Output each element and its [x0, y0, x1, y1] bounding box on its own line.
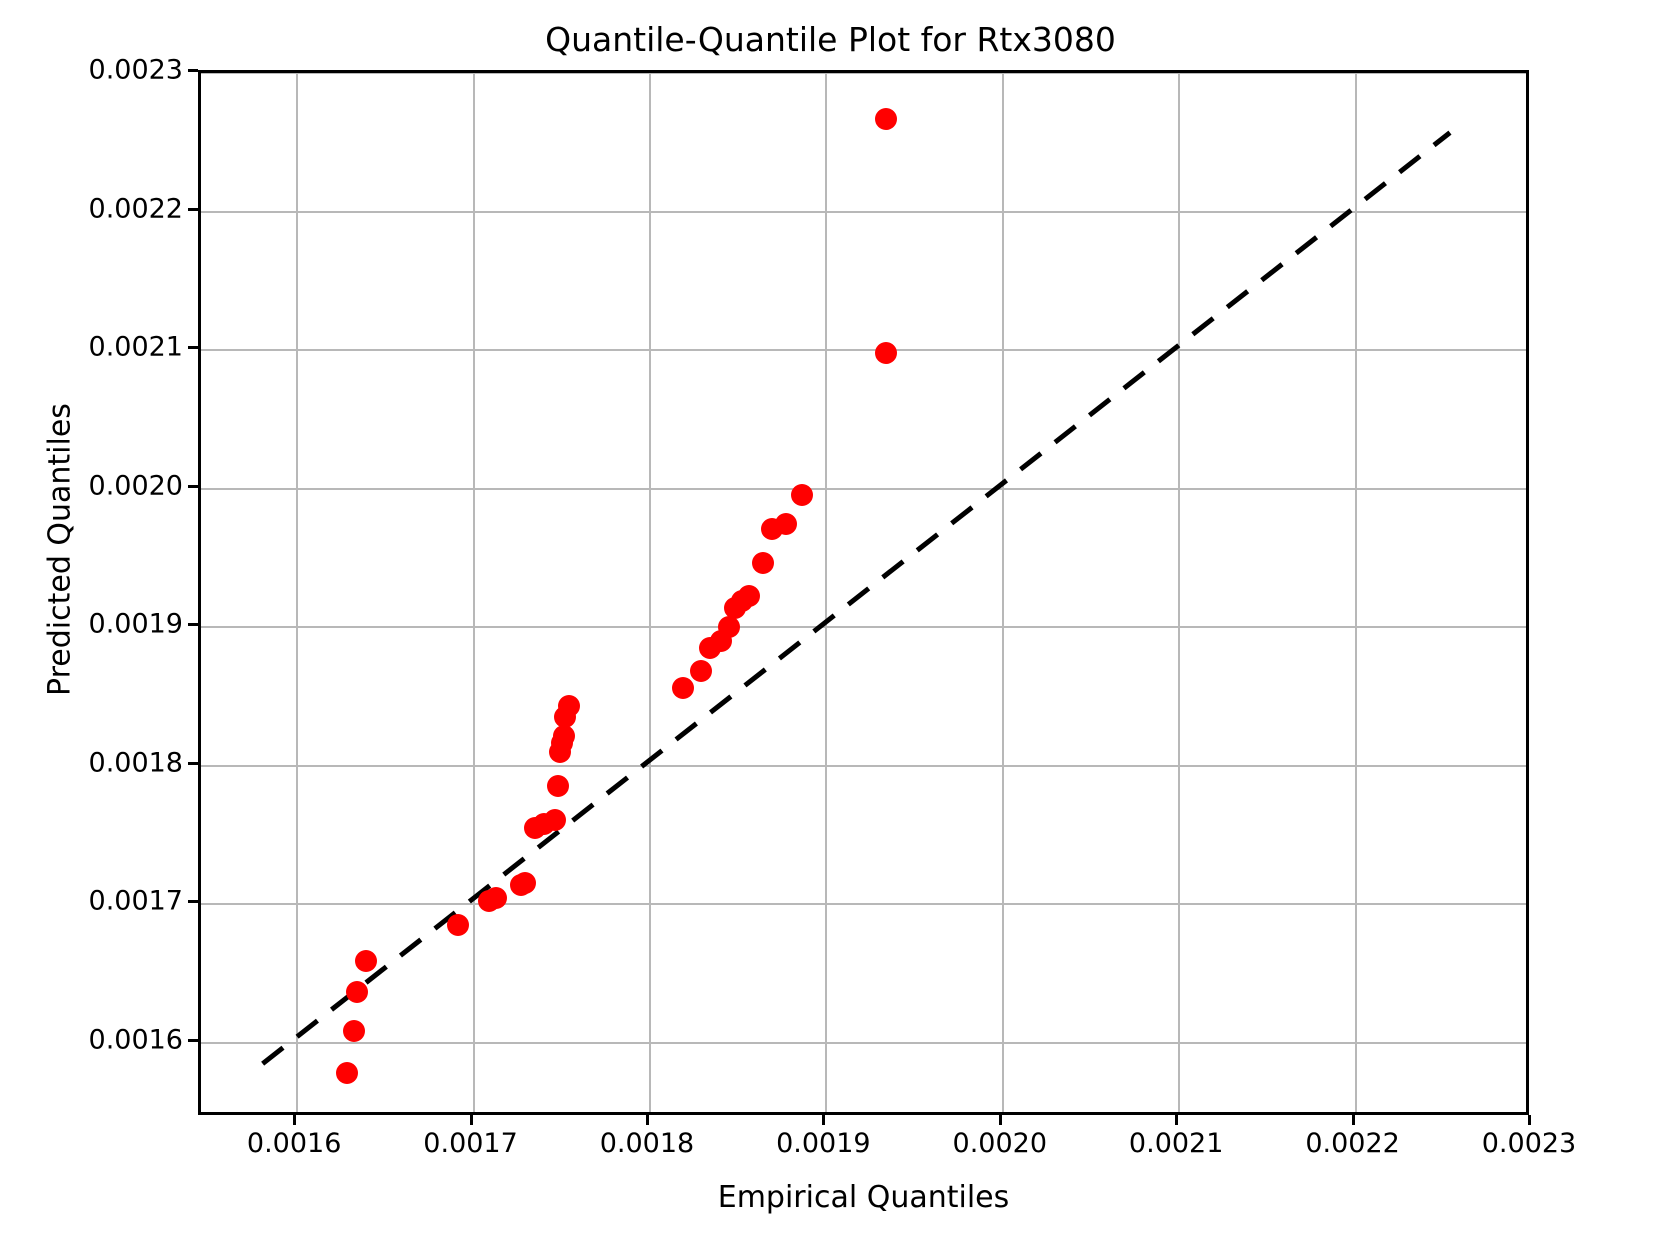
y-axis-tick: [188, 207, 198, 211]
gridline-horizontal: [201, 764, 1526, 767]
y-axis-tick: [188, 900, 198, 903]
x-axis-tick: [469, 1115, 473, 1125]
y-axis-tick: [188, 761, 198, 765]
scatter-point: [737, 584, 760, 607]
y-axis-tick-label: 0.0023: [88, 54, 183, 86]
scatter-point: [335, 1061, 358, 1084]
gridline-horizontal: [201, 210, 1526, 213]
y-axis-tick-label: 0.0019: [88, 608, 183, 640]
gridline-horizontal: [201, 1041, 1526, 1044]
scatter-point: [790, 484, 813, 507]
page-title: Quantile-Quantile Plot for Rtx3080: [545, 20, 1116, 59]
y-axis-tick-label: 0.0018: [88, 747, 183, 778]
scatter-point: [547, 775, 570, 798]
x-axis-tick-label: 0.0016: [246, 1128, 342, 1159]
scatter-point: [342, 1019, 365, 1042]
x-axis-tick: [293, 1115, 297, 1125]
identity-reference-line: [261, 130, 1452, 1066]
scatter-points-layer: [201, 73, 1526, 1112]
y-axis-tick: [188, 484, 198, 488]
scatter-point: [751, 552, 774, 575]
gridline-horizontal: [201, 903, 1526, 905]
x-axis-tick-label: 0.0019: [776, 1128, 871, 1159]
x-axis-tick: [645, 1115, 649, 1125]
scatter-point: [354, 950, 377, 973]
y-axis-tick-label: 0.0022: [88, 193, 183, 224]
gridline-horizontal: [201, 626, 1526, 628]
plot-area: [198, 70, 1529, 1115]
x-axis-tick: [1175, 1115, 1179, 1125]
reference-line-layer: [201, 73, 1526, 1112]
y-axis-label: Predicted Quantiles: [42, 403, 78, 696]
scatter-point: [875, 108, 898, 131]
x-axis-tick-label: 0.0017: [423, 1128, 518, 1159]
x-axis-tick: [1528, 1115, 1531, 1125]
gridline-horizontal: [201, 73, 1526, 74]
scatter-point: [346, 980, 369, 1003]
gridline-vertical: [825, 73, 828, 1112]
x-axis-tick-label: 0.0020: [952, 1128, 1048, 1159]
scatter-point: [513, 871, 536, 894]
y-axis-tick-label: 0.0016: [88, 1024, 183, 1056]
x-axis-tick: [1351, 1115, 1355, 1125]
gridline-vertical: [1178, 73, 1181, 1112]
x-axis-label: Empirical Quantiles: [717, 1180, 1010, 1215]
scatter-point: [672, 676, 695, 699]
gridline-vertical: [1001, 73, 1004, 1112]
gridline-vertical: [648, 73, 651, 1112]
reference-line-svg: [261, 130, 1452, 1066]
scatter-point: [690, 660, 713, 683]
scatter-point: [875, 342, 898, 365]
x-axis-tick: [822, 1115, 826, 1125]
gridline-vertical: [1354, 73, 1357, 1112]
y-axis-tick-label: 0.0020: [88, 470, 183, 501]
x-axis-tick-label: 0.0018: [599, 1128, 695, 1159]
y-axis-tick: [188, 1038, 198, 1042]
scatter-point: [718, 616, 741, 638]
x-axis-tick-label: 0.0023: [1481, 1128, 1577, 1159]
gridline-vertical: [296, 73, 299, 1112]
gridline-horizontal: [201, 349, 1526, 351]
gridline-vertical: [472, 73, 475, 1112]
scatter-point: [774, 512, 797, 535]
scatter-point: [557, 694, 580, 717]
x-axis-tick-label: 0.0022: [1305, 1128, 1400, 1159]
y-axis-tick-label: 0.0017: [88, 885, 183, 917]
gridline-horizontal: [201, 487, 1526, 490]
scatter-point: [543, 809, 566, 832]
y-axis-tick-label: 0.0021: [88, 331, 183, 363]
scatter-point: [446, 913, 469, 936]
scatter-point: [485, 886, 508, 909]
y-axis-tick: [188, 623, 198, 626]
x-axis-tick: [998, 1115, 1002, 1125]
y-axis-tick: [188, 69, 198, 72]
x-axis-tick-label: 0.0021: [1128, 1128, 1224, 1159]
y-axis-tick: [188, 346, 198, 349]
scatter-point: [552, 724, 575, 747]
